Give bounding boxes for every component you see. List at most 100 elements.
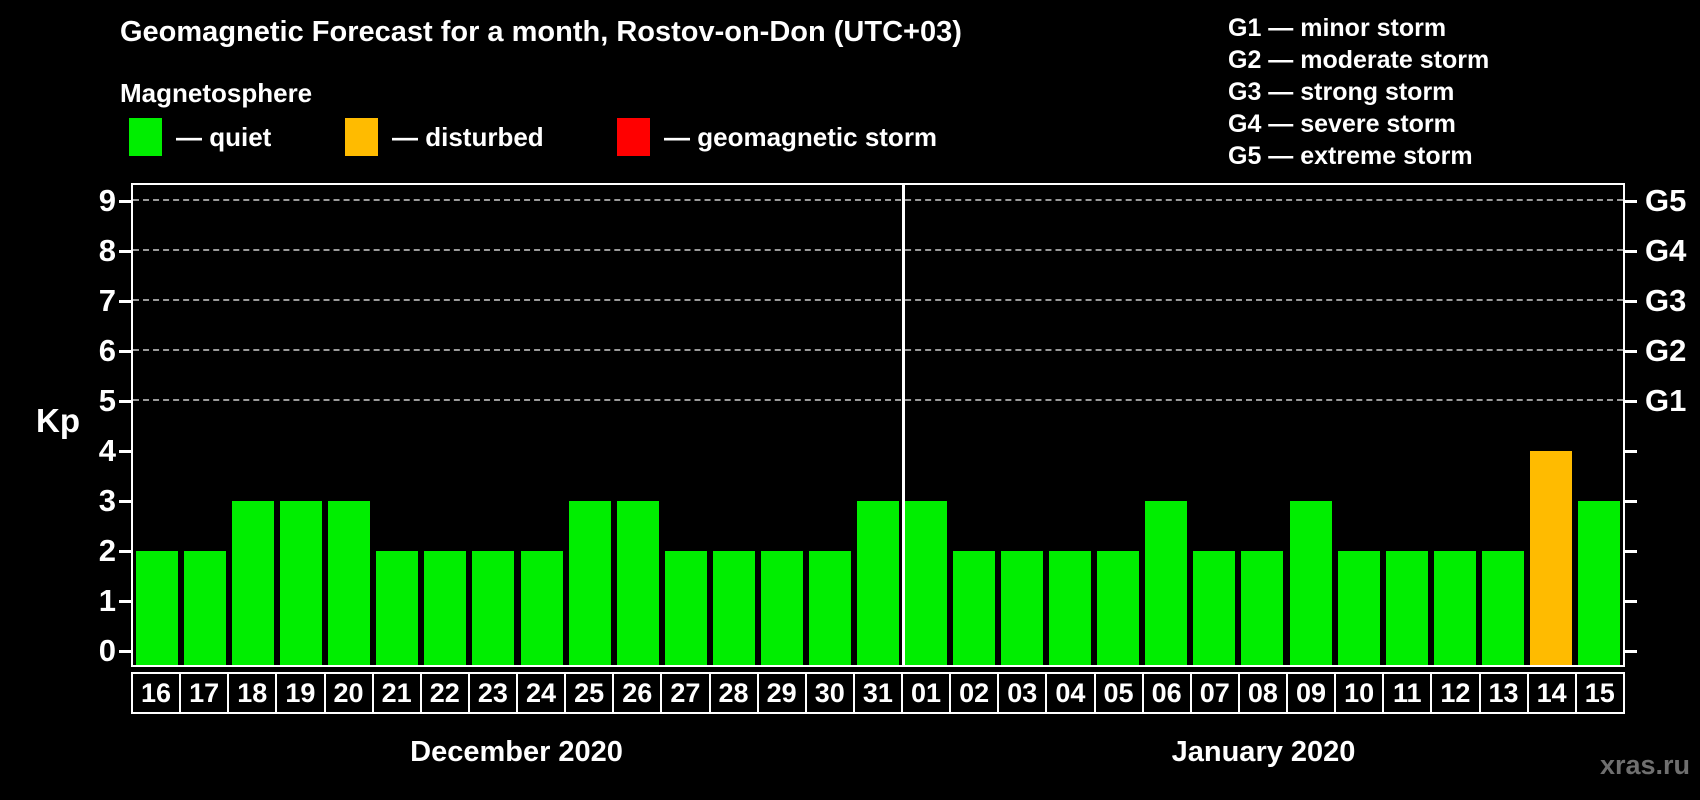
bar-slot-30 <box>806 185 854 665</box>
day-label-26: 26 <box>612 672 663 714</box>
g-tick-label-G4: G4 <box>1645 233 1687 268</box>
kp-bar-27 <box>664 551 707 665</box>
legend-item-disturbed: — disturbed <box>345 118 544 156</box>
bar-slot-05 <box>1094 185 1142 665</box>
g-tick-label-G5: G5 <box>1645 183 1687 218</box>
y-tick-label-7: 7 <box>98 283 116 318</box>
left-tick-kp5 <box>119 400 131 403</box>
kp-bar-08 <box>1241 551 1284 665</box>
magnetosphere-legend-title: Magnetosphere <box>120 78 313 108</box>
y-axis-title: Kp <box>36 402 80 439</box>
y-tick-label-0: 0 <box>98 633 116 668</box>
bar-slot-19 <box>277 185 325 665</box>
month-label-1: January 2020 <box>1171 736 1356 768</box>
bar-slot-08 <box>1238 185 1286 665</box>
day-label-25: 25 <box>564 672 615 714</box>
y-tick-label-6: 6 <box>98 333 116 368</box>
y-tick-label-8: 8 <box>98 233 116 268</box>
month-label-0: December 2020 <box>410 736 623 768</box>
legend-item-label: — geomagnetic storm <box>664 121 938 152</box>
bars-row <box>133 185 1623 665</box>
day-label-17: 17 <box>179 672 230 714</box>
watermark: xras.ru <box>1599 750 1690 780</box>
right-tick-kp8 <box>1625 250 1637 253</box>
legend-item-quiet: — quiet <box>129 118 271 156</box>
left-tick-kp1 <box>119 600 131 603</box>
kp-bar-14 <box>1529 451 1572 665</box>
gridline-kp9 <box>133 199 1623 201</box>
bar-slot-21 <box>373 185 421 665</box>
bar-slot-14 <box>1527 185 1575 665</box>
bar-slot-01 <box>902 185 950 665</box>
day-label-14: 14 <box>1526 672 1577 714</box>
bar-slot-25 <box>566 185 614 665</box>
kp-bar-28 <box>712 551 755 665</box>
day-label-30: 30 <box>804 672 855 714</box>
day-label-05: 05 <box>1093 672 1144 714</box>
kp-bar-21 <box>376 551 419 665</box>
left-tick-kp8 <box>119 250 131 253</box>
disturbed-color-swatch-icon <box>345 118 378 156</box>
gridline-kp8 <box>133 249 1623 251</box>
kp-bar-07 <box>1193 551 1236 665</box>
kp-bar-12 <box>1433 551 1476 665</box>
kp-bar-06 <box>1145 501 1188 665</box>
kp-bar-24 <box>520 551 563 665</box>
bar-slot-15 <box>1575 185 1623 665</box>
left-tick-kp2 <box>119 550 131 553</box>
gridline-kp7 <box>133 299 1623 301</box>
day-label-22: 22 <box>419 672 470 714</box>
right-tick-kp4 <box>1625 450 1637 453</box>
day-label-24: 24 <box>516 672 567 714</box>
bar-slot-29 <box>758 185 806 665</box>
day-label-20: 20 <box>323 672 374 714</box>
right-tick-kp6 <box>1625 350 1637 353</box>
bar-slot-09 <box>1287 185 1335 665</box>
kp-bar-05 <box>1097 551 1140 665</box>
day-label-16: 16 <box>131 672 182 714</box>
day-label-21: 21 <box>371 672 422 714</box>
right-tick-kp0 <box>1625 650 1637 653</box>
kp-bar-02 <box>953 551 996 665</box>
bar-slot-10 <box>1335 185 1383 665</box>
y-tick-label-5: 5 <box>98 383 116 418</box>
kp-bar-31 <box>856 501 899 665</box>
g-legend-line: G5 — extreme storm <box>1228 142 1473 170</box>
day-labels-row: 16 17 18 19 20 21 22 23 24 25 26 27 28 29 30 31 01 02 03 04… <box>131 672 1625 714</box>
bar-slot-02 <box>950 185 998 665</box>
kp-bar-19 <box>280 501 323 665</box>
day-label-04: 04 <box>1045 672 1096 714</box>
left-tick-kp7 <box>119 300 131 303</box>
kp-bar-17 <box>184 551 227 665</box>
day-label-12: 12 <box>1430 672 1481 714</box>
quiet-color-swatch-icon <box>129 118 162 156</box>
bar-slot-31 <box>854 185 902 665</box>
kp-bar-01 <box>905 501 948 665</box>
day-label-15: 15 <box>1574 672 1625 714</box>
bar-slot-23 <box>469 185 517 665</box>
kp-bar-04 <box>1049 551 1092 665</box>
g-legend-line: G1 — minor storm <box>1228 14 1447 42</box>
left-tick-kp6 <box>119 350 131 353</box>
day-label-06: 06 <box>1141 672 1192 714</box>
left-tick-kp3 <box>119 500 131 503</box>
kp-bar-16 <box>136 551 179 665</box>
day-label-11: 11 <box>1382 672 1433 714</box>
kp-bar-30 <box>808 551 851 665</box>
kp-bar-22 <box>424 551 467 665</box>
y-tick-label-9: 9 <box>98 183 116 218</box>
right-tick-kp5 <box>1625 400 1637 403</box>
g-tick-label-G2: G2 <box>1645 333 1687 368</box>
bar-slot-07 <box>1190 185 1238 665</box>
left-tick-kp0 <box>119 650 131 653</box>
kp-bar-03 <box>1001 551 1044 665</box>
month-divider-line <box>902 185 906 665</box>
kp-bar-10 <box>1337 551 1380 665</box>
kp-bar-26 <box>616 501 659 665</box>
kp-bar-29 <box>760 551 803 665</box>
day-label-19: 19 <box>275 672 326 714</box>
day-label-27: 27 <box>660 672 711 714</box>
day-label-08: 08 <box>1237 672 1288 714</box>
bar-slot-04 <box>1046 185 1094 665</box>
chart-plot-area <box>131 183 1625 667</box>
